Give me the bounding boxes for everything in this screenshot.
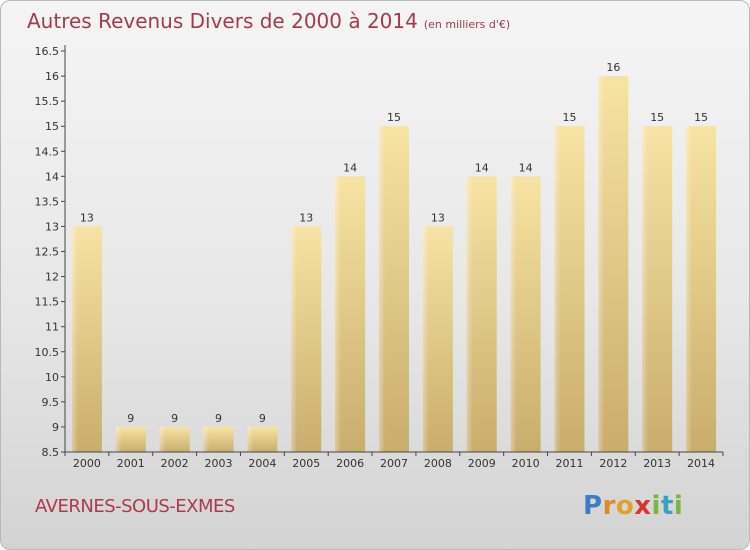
y-tick-label: 11 [45, 321, 59, 334]
x-tick-label: 2013 [643, 457, 671, 470]
chart-title-text: Autres Revenus Divers de 2000 à 2014 [27, 9, 418, 33]
logo-letter: x [634, 491, 652, 521]
chart-unit: (en milliers d'€) [423, 18, 511, 31]
bar-highlight [466, 176, 473, 452]
bar-highlight [642, 126, 649, 452]
logo-letter: o [615, 491, 635, 521]
x-tick-label: 2000 [73, 457, 101, 470]
bar-value-label: 15 [387, 111, 401, 124]
bar-value-label: 9 [215, 412, 222, 425]
x-tick-label: 2011 [555, 457, 583, 470]
x-tick-label: 2009 [468, 457, 496, 470]
y-tick-label: 14 [45, 170, 59, 183]
bar-value-label: 15 [562, 111, 576, 124]
bar-highlight [598, 76, 605, 452]
bar-value-label: 15 [694, 111, 708, 124]
x-tick-label: 2007 [380, 457, 408, 470]
bar-highlight [686, 126, 693, 452]
y-tick-label: 12 [45, 271, 59, 284]
bar-highlight [335, 176, 342, 452]
proxiti-logo: Proxiti [583, 491, 683, 521]
chart-title: Autres Revenus Divers de 2000 à 2014 (en … [27, 9, 510, 33]
x-tick-label: 2008 [424, 457, 452, 470]
y-tick-label: 8.5 [42, 446, 60, 459]
y-tick-label: 9.5 [42, 396, 60, 409]
bar-highlight [203, 426, 210, 452]
bar-highlight [554, 126, 561, 452]
y-tick-label: 11.5 [35, 296, 60, 309]
bar-value-label: 15 [650, 111, 664, 124]
x-axis: 2000 2001 2002 2003 2004 2005 2006 2007 2008 2009… [64, 451, 724, 470]
y-axis: 8.5 9 9.5 10 10.5 11 11.5 12 12.5 13 13.5 14 14.5 15 1… [35, 45, 66, 459]
bar-value-label: 9 [259, 412, 266, 425]
bar-value-label: 16 [606, 61, 620, 74]
y-tick-label: 12.5 [35, 246, 60, 259]
bar-value-label: 9 [171, 412, 178, 425]
bar-highlight [71, 226, 78, 452]
bar-value-label: 13 [431, 211, 445, 224]
bar-highlight [291, 226, 298, 452]
bar-value-label: 14 [475, 161, 489, 174]
bar-highlight [379, 126, 385, 452]
logo-letter: P [583, 491, 603, 521]
x-tick-label: 2002 [161, 457, 189, 470]
bar-highlight [247, 426, 254, 452]
bar-value-label: 13 [80, 211, 94, 224]
x-tick-label: 2006 [336, 457, 364, 470]
bar-value-label: 9 [127, 412, 134, 425]
y-tick-label: 14.5 [35, 145, 60, 158]
bar-value-label: 14 [519, 161, 533, 174]
logo-letter: i [651, 491, 661, 521]
logo-letter: t [660, 491, 674, 521]
y-tick-label: 15.5 [35, 95, 60, 108]
y-tick-label: 13 [45, 220, 59, 233]
bar-value-label: 14 [343, 161, 357, 174]
y-tick-label: 10.5 [35, 346, 60, 359]
x-tick-label: 2004 [248, 457, 276, 470]
logo-letter: r [602, 491, 616, 521]
bar-highlight [422, 226, 429, 452]
bar-highlight [159, 426, 166, 452]
y-tick-label: 10 [45, 371, 59, 384]
y-tick-label: 16.5 [35, 45, 60, 58]
x-tick-label: 2005 [292, 457, 320, 470]
x-tick-label: 2003 [205, 457, 233, 470]
logo-letter: i [673, 491, 684, 521]
bar-highlight [115, 426, 122, 452]
y-tick-label: 16 [45, 70, 59, 83]
x-tick-label: 2010 [512, 457, 540, 470]
x-tick-label: 2001 [117, 457, 145, 470]
x-tick-label: 2012 [599, 457, 627, 470]
bar-highlight [510, 176, 517, 452]
y-tick-label: 13.5 [35, 195, 60, 208]
x-tick-label: 2014 [687, 457, 715, 470]
y-tick-label: 9 [52, 421, 59, 434]
commune-name: AVERNES-SOUS-EXMES [35, 496, 235, 517]
bars: 13 9 9 9 9 13 14 15 13 14 14 15 16 15 15 [71, 61, 717, 452]
y-tick-label: 15 [45, 120, 59, 133]
bar-value-label: 13 [299, 211, 313, 224]
